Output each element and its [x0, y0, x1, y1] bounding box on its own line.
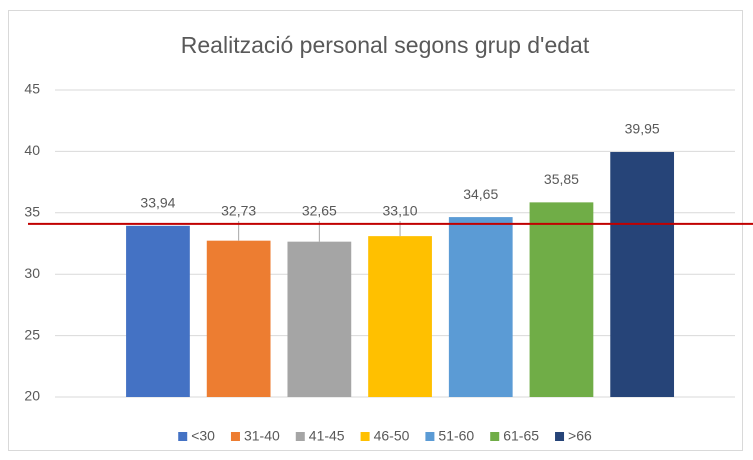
- data-label: 35,85: [544, 171, 579, 187]
- data-label: 32,65: [302, 203, 337, 219]
- legend-swatch: [490, 432, 500, 441]
- legend-swatch: [360, 432, 370, 441]
- legend-swatch: [425, 432, 435, 441]
- bar: [610, 152, 675, 397]
- legend-label: 46-50: [374, 428, 410, 444]
- data-label: 39,95: [625, 121, 660, 137]
- data-label: 32,73: [221, 203, 256, 219]
- legend-swatch: [230, 432, 240, 441]
- data-label: 34,65: [463, 186, 498, 202]
- legend-label: 41-45: [309, 428, 345, 444]
- y-tick-label: 40: [24, 142, 40, 158]
- legend-label: 61-65: [503, 428, 539, 444]
- legend-label: 31-40: [244, 428, 280, 444]
- chart-title: Realització personal segons grup d'edat: [181, 32, 590, 58]
- legend-swatch: [555, 432, 565, 441]
- legend-swatch: [295, 432, 305, 441]
- y-tick-label: 45: [24, 81, 40, 97]
- y-tick-label: 25: [24, 326, 40, 342]
- y-tick-label: 35: [24, 204, 40, 220]
- bar: [448, 217, 513, 397]
- data-label: 33,10: [383, 203, 418, 219]
- legend-label: <30: [191, 428, 215, 444]
- data-label: 33,94: [140, 195, 175, 211]
- bar: [368, 236, 432, 397]
- bar: [206, 240, 271, 397]
- bar: [126, 225, 190, 397]
- legend-label: >66: [568, 428, 592, 444]
- y-tick-label: 20: [24, 388, 40, 404]
- bar: [287, 241, 352, 397]
- legend-swatch: [178, 432, 188, 441]
- bar: [529, 202, 594, 397]
- y-tick-label: 30: [24, 265, 40, 281]
- legend-label: 51-60: [438, 428, 474, 444]
